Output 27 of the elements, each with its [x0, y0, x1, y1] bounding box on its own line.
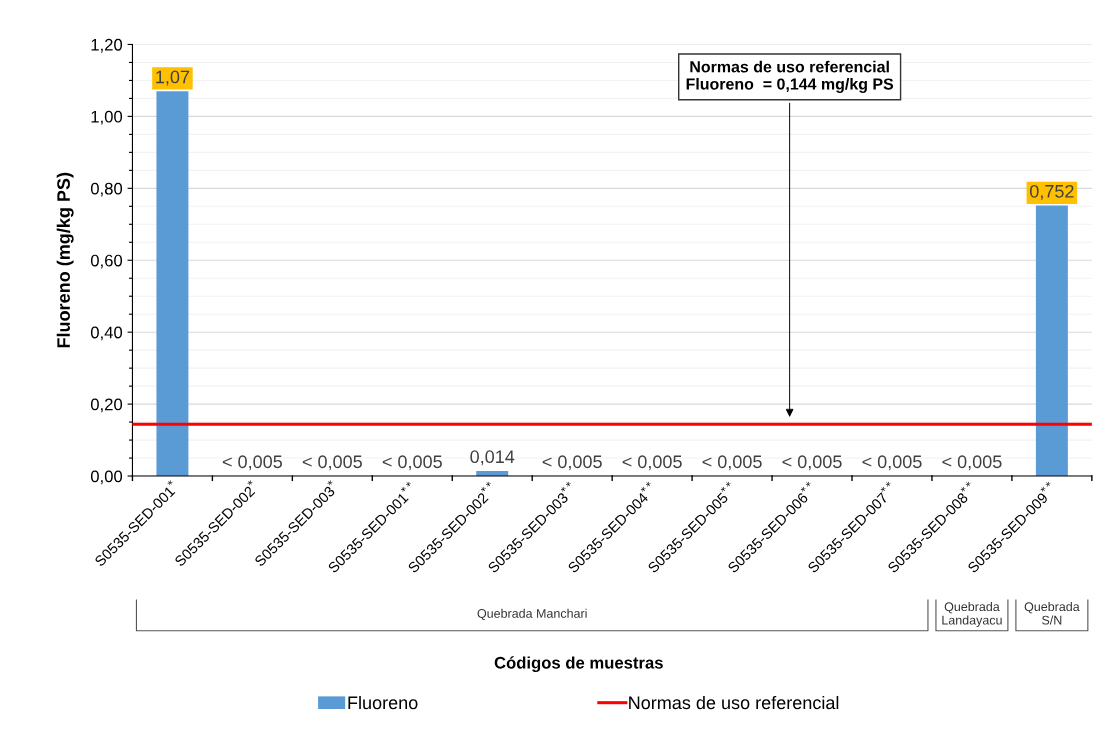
y-tick-label: 0,80	[90, 182, 123, 197]
data-label: 0,014	[470, 450, 515, 466]
y-tick-label: 1,00	[91, 110, 123, 125]
text: < 0,005	[222, 455, 282, 471]
y-tick-label: 0,60	[90, 254, 123, 269]
y-tick-label: 0,00	[90, 470, 123, 485]
annotation: Normas de uso referencial Fluoreno = 0,144 mg/kg PS	[686, 60, 894, 93]
x-axis-title: Códigos de muestras	[494, 656, 663, 673]
legend-label: Normas de uso referencial	[629, 695, 839, 710]
text: < 0,005	[942, 455, 1002, 471]
text: < 0,005	[702, 455, 762, 471]
data-label: 1,07	[156, 70, 190, 86]
data-label: 0,752	[1029, 184, 1074, 200]
text: < 0,005	[542, 455, 602, 471]
text: < 0,005	[302, 455, 362, 471]
text: Quebrada S/N	[1024, 601, 1080, 625]
legend-label: Fluoreno	[348, 695, 418, 710]
text: < 0,005	[782, 455, 842, 471]
y-tick-label: 0,20	[90, 398, 123, 413]
y-tick-label: 1,20	[91, 38, 123, 53]
y-tick-label: 0,40	[90, 326, 123, 341]
text: Quebrada Landayacu	[942, 601, 1002, 628]
text: < 0,005	[382, 455, 442, 471]
text: Quebrada Manchari	[477, 608, 587, 621]
y-axis-title: Fluoreno (mg/kg PS)	[56, 172, 74, 348]
text: < 0,005	[862, 455, 922, 471]
text: < 0,005	[622, 455, 682, 471]
